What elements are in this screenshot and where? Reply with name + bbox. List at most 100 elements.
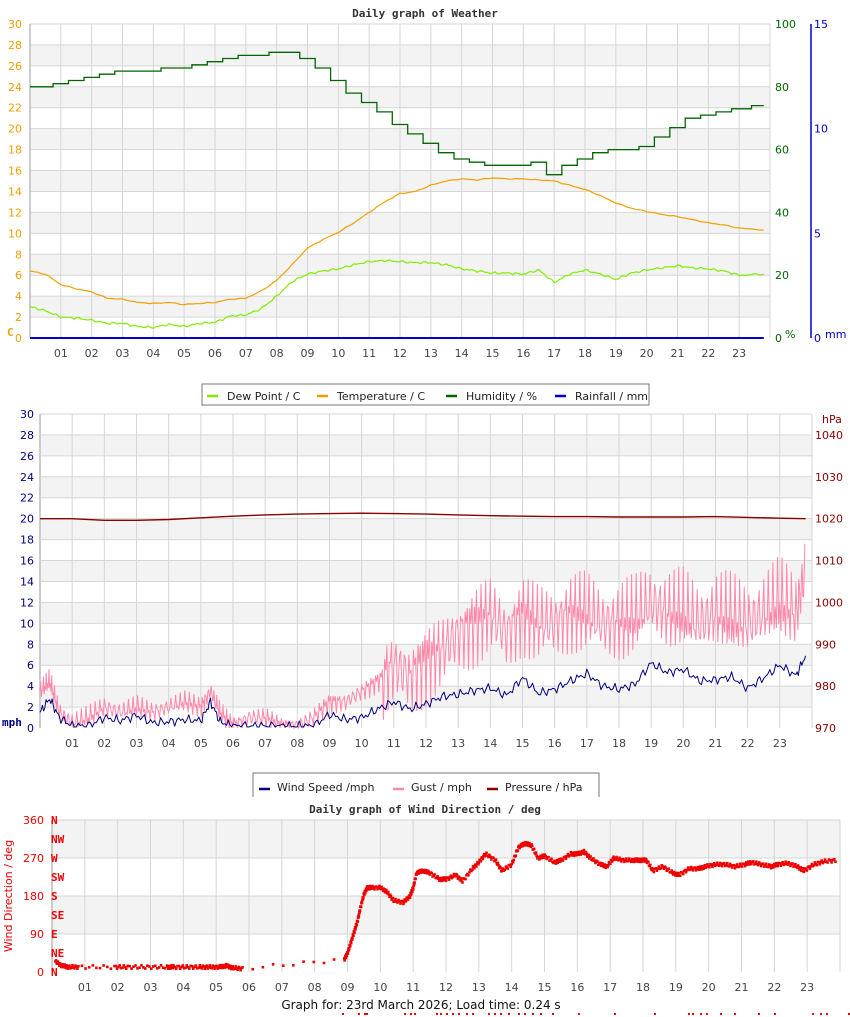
x-tick-label: 23 — [800, 981, 814, 994]
direction-point — [779, 864, 782, 867]
direction-point — [791, 862, 794, 865]
footer-stray-markers — [342, 1013, 850, 1015]
x-tick-label: 22 — [767, 981, 781, 994]
direction-point — [828, 859, 832, 862]
direction-point — [490, 858, 493, 861]
direction-point — [525, 842, 529, 846]
direction-point — [579, 853, 582, 856]
temp-y-tick: 16 — [8, 165, 22, 178]
temp-y-tick: 26 — [8, 60, 22, 73]
direction-point — [383, 888, 386, 891]
direction-point — [380, 885, 383, 889]
pressure-y-tick: 1010 — [815, 555, 843, 568]
direction-point — [346, 952, 350, 955]
direction-point — [230, 967, 233, 971]
direction-point — [251, 967, 254, 971]
direction-point — [167, 967, 170, 970]
compass-label: W — [51, 852, 58, 865]
direction-point — [138, 966, 141, 969]
direction-point — [611, 857, 615, 860]
direction-point — [700, 868, 703, 871]
wind-y-tick: 14 — [20, 575, 34, 588]
x-tick-label: 18 — [636, 981, 650, 994]
direction-point — [430, 871, 433, 875]
direction-point — [659, 867, 663, 870]
direction-point — [716, 861, 719, 864]
direction-point — [416, 869, 420, 873]
direction-point — [261, 965, 265, 969]
temp-y-tick: 8 — [15, 248, 22, 261]
direction-point — [693, 866, 697, 869]
direction-point — [572, 854, 576, 857]
x-tick-label: 04 — [162, 737, 176, 750]
x-tick-label: 15 — [538, 981, 552, 994]
direction-point — [582, 851, 585, 854]
direction-point — [442, 878, 446, 882]
direction-point — [403, 898, 406, 901]
direction-point — [218, 964, 221, 967]
direction-point — [61, 963, 64, 966]
direction-point — [200, 967, 204, 970]
direction-point — [688, 868, 692, 872]
legend-label: Pressure / hPa — [505, 781, 583, 794]
direction-point — [121, 966, 124, 970]
direction-point — [362, 896, 365, 899]
direction-point — [773, 862, 776, 866]
direction-point — [510, 862, 514, 866]
direction-point — [594, 861, 597, 865]
direction-point — [737, 865, 741, 868]
direction-point — [144, 967, 147, 970]
direction-point — [451, 875, 455, 878]
direction-point — [64, 966, 68, 970]
direction-point — [808, 867, 812, 870]
direction-point — [667, 867, 670, 871]
direction-point — [441, 876, 445, 879]
direction-point — [802, 870, 806, 874]
direction-point — [148, 965, 151, 968]
wind-unit-label: mph — [2, 716, 22, 729]
direction-point — [471, 868, 474, 871]
humidity-y-tick: 40 — [775, 206, 789, 219]
x-tick-label: 03 — [130, 737, 144, 750]
direction-point — [809, 864, 813, 868]
direction-point — [220, 963, 223, 967]
compass-label: NW — [51, 833, 65, 846]
direction-point — [414, 877, 417, 881]
direction-point — [642, 857, 646, 860]
direction-point — [497, 864, 500, 867]
direction-point — [188, 967, 191, 970]
direction-point — [820, 859, 823, 862]
x-tick-label: 21 — [735, 981, 749, 994]
x-tick-label: 20 — [702, 981, 716, 994]
direction-point — [198, 964, 202, 967]
x-tick-label: 06 — [226, 737, 240, 750]
direction-point — [718, 864, 721, 867]
direction-point — [425, 868, 428, 872]
direction-point — [727, 865, 731, 868]
direction-point — [695, 867, 699, 870]
direction-point — [657, 865, 661, 868]
direction-point — [818, 863, 821, 866]
direction-point — [740, 865, 744, 868]
direction-y-tick: 270 — [23, 852, 44, 865]
direction-point — [632, 860, 636, 864]
x-tick-label: 15 — [486, 347, 500, 360]
direction-point — [601, 864, 605, 867]
direction-point — [669, 871, 672, 874]
pressure-y-tick: 980 — [815, 680, 836, 693]
x-tick-label: 02 — [85, 347, 99, 360]
direction-point — [564, 857, 568, 860]
x-tick-label: 20 — [640, 347, 654, 360]
x-tick-label: 17 — [580, 737, 594, 750]
direction-point — [238, 966, 241, 970]
direction-point — [439, 877, 443, 880]
direction-point — [418, 868, 422, 872]
direction-point — [173, 965, 177, 969]
direction-point — [343, 959, 346, 962]
direction-point — [354, 927, 357, 931]
direction-point — [651, 866, 654, 870]
direction-point — [593, 859, 596, 862]
direction-point — [834, 860, 837, 864]
direction-point — [363, 893, 366, 897]
x-tick-label: 15 — [516, 737, 530, 750]
